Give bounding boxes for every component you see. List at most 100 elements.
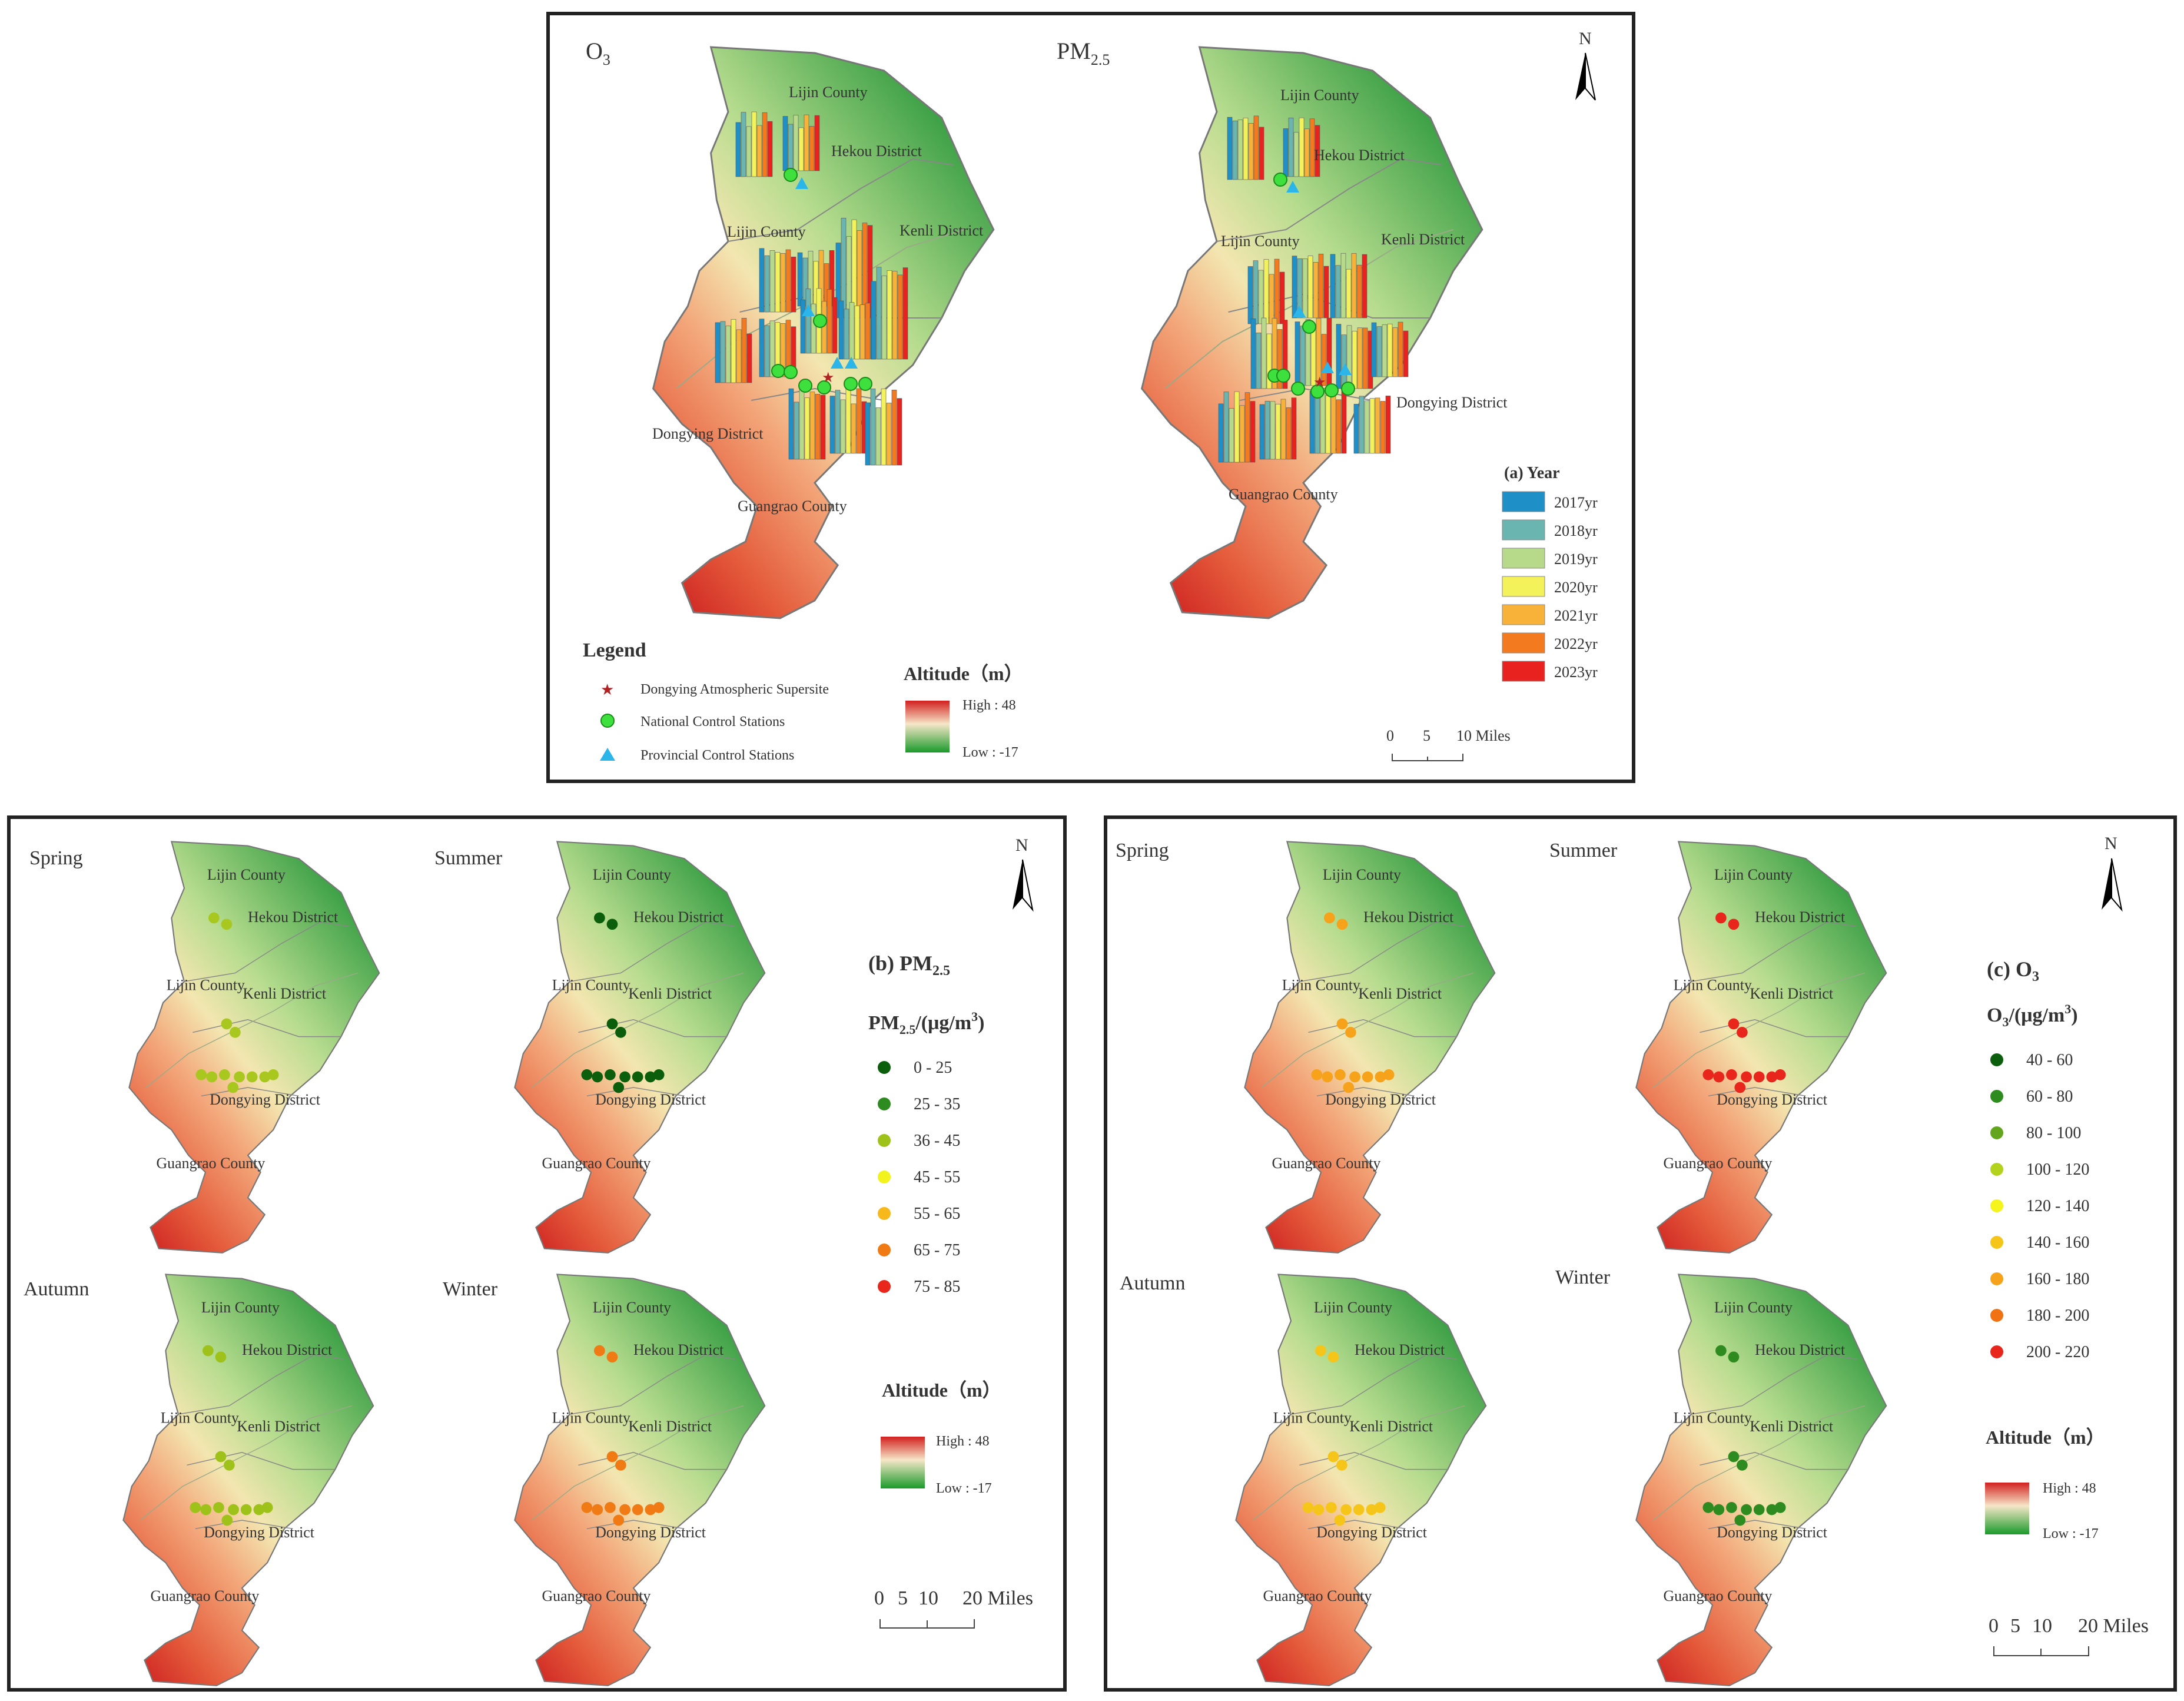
altitude-color-ramp: [881, 1437, 925, 1488]
altitude-high: High : 48: [962, 698, 1016, 713]
station-marker: [221, 919, 233, 930]
station-marker: [1702, 1502, 1714, 1513]
svg-text:0: 0: [874, 1587, 884, 1609]
year-bar: [1299, 117, 1305, 177]
class-swatch: [878, 1244, 891, 1256]
year-bar: [1376, 326, 1382, 377]
year-bar: [1259, 127, 1264, 180]
county-label: Hekou District: [831, 142, 922, 160]
station-marker: [1753, 1504, 1765, 1516]
county-label: Kenli District: [628, 1418, 712, 1435]
scale-bar: 0 5 10 Miles: [1386, 727, 1511, 761]
panel-b-class-legend: 0 - 25 25 - 35 36 - 45 45 - 55 55 - 65 65 - 7…: [878, 1059, 960, 1296]
year-bar: [794, 402, 799, 460]
year-bar: [1266, 333, 1272, 389]
class-swatch: [1990, 1199, 2003, 1212]
county-label: Dongying District: [1316, 1524, 1428, 1541]
year-bar: [1277, 329, 1283, 389]
county-label: Lijin County: [201, 1299, 280, 1316]
year-bar: [1244, 392, 1250, 463]
station-marker: [1737, 1027, 1748, 1038]
year-bar: [759, 248, 765, 313]
year-bar: [865, 402, 871, 466]
county-label: Lijin County: [1280, 87, 1359, 104]
station-marker: [615, 1027, 626, 1038]
station-marker: [221, 1514, 233, 1526]
year-bar: [840, 399, 846, 454]
year-label: 2023yr: [1554, 664, 1598, 681]
panel-a-pm25-county-labels: Lijin County Hekou District Lijin County…: [1221, 87, 1508, 503]
year-bar: [1297, 258, 1303, 319]
year-bar: [897, 274, 903, 360]
year-bar: [1279, 271, 1285, 324]
station-marker: [234, 1071, 245, 1083]
year-bar: [805, 289, 811, 354]
class-swatch: [878, 1207, 891, 1220]
class-label: 100 - 120: [2026, 1160, 2089, 1179]
scale-bar: 0 5 10 20 Miles: [874, 1587, 1033, 1629]
year-bar: [1346, 268, 1352, 319]
county-label: Lijin County: [593, 1299, 671, 1316]
circle-icon: [600, 714, 615, 728]
season-label: Autumn: [1120, 1272, 1185, 1294]
county-label: Lijin County: [1221, 233, 1300, 250]
legend-items: ★ Dongying Atmospheric Supersite Nationa…: [600, 681, 829, 763]
class-label: 40 - 60: [2026, 1051, 2073, 1069]
year-bar: [764, 255, 770, 313]
national-station-marker: [1341, 382, 1355, 396]
year-bar: [1336, 324, 1342, 389]
class-label: 55 - 65: [914, 1205, 960, 1223]
year-bar: [897, 398, 902, 466]
year-bar: [1250, 401, 1256, 463]
year-bar: [736, 329, 742, 383]
station-marker: [1753, 1071, 1765, 1083]
class-label: 25 - 35: [914, 1095, 960, 1113]
year-bar: [1341, 385, 1347, 454]
county-label: Lijin County: [552, 976, 630, 993]
year-bar: [809, 126, 815, 171]
class-swatch: [1990, 1236, 2003, 1249]
scale-bar: 0 5 10 20 Miles: [1989, 1615, 2149, 1656]
class-swatch: [878, 1280, 891, 1293]
station-marker: [206, 1071, 218, 1083]
station-marker: [259, 1071, 271, 1083]
year-bar: [1275, 403, 1281, 460]
county-label: Lijin County: [1674, 1409, 1752, 1426]
station-marker: [653, 1502, 665, 1513]
year-bar: [815, 394, 821, 460]
year-bar: [804, 397, 810, 460]
year-bar: [1292, 256, 1297, 319]
year-bar: [1288, 117, 1294, 177]
supersite-marker: ★: [822, 370, 835, 386]
national-station-marker: [1310, 384, 1325, 399]
altitude-title: Altitude（m）: [1986, 1427, 2105, 1448]
national-station-marker: [817, 380, 831, 394]
class-label: 160 - 180: [2026, 1270, 2089, 1288]
national-station-marker: [1291, 382, 1305, 396]
station-marker: [606, 919, 618, 930]
svg-text:10 Miles: 10 Miles: [1456, 727, 1511, 744]
year-bar: [746, 333, 752, 383]
year-bar: [1259, 404, 1265, 460]
station-marker: [632, 1504, 643, 1516]
year-bar: [1357, 327, 1363, 389]
class-label: 0 - 25: [914, 1059, 952, 1077]
station-marker: [1728, 919, 1740, 930]
svg-text:10: 10: [2032, 1615, 2052, 1637]
year-bar: [859, 304, 865, 360]
county-label: Dongying District: [652, 425, 764, 442]
county-label: Guangrao County: [150, 1587, 259, 1604]
year-bar: [881, 388, 887, 466]
year-bar: [827, 289, 832, 354]
provincial-station-marker: [831, 357, 844, 369]
season-label: Summer: [1549, 840, 1618, 861]
station-marker: [1349, 1071, 1360, 1083]
year-swatch: [1502, 632, 1545, 654]
county-label: Lijin County: [167, 976, 245, 993]
county-label: Lijin County: [552, 1409, 630, 1426]
